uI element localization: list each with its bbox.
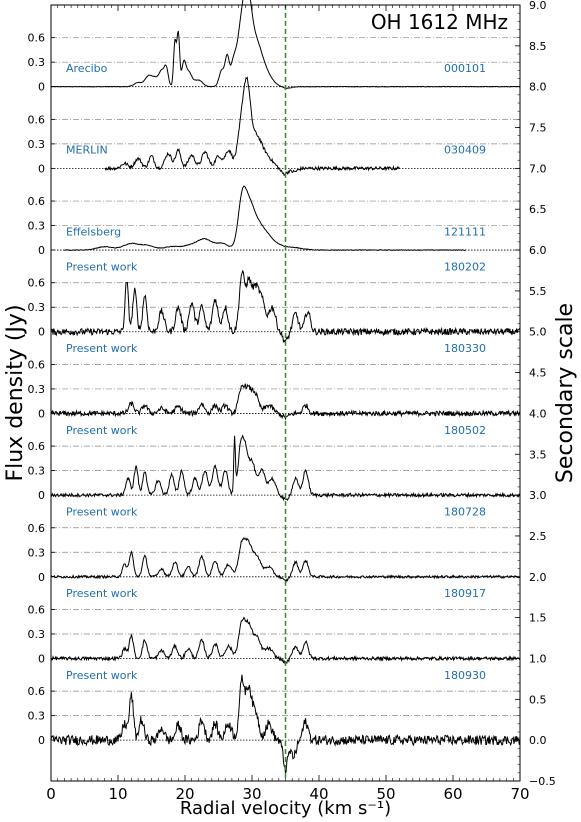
right-tick-label: 2.0: [529, 571, 547, 584]
spectrum-line-180930: [50, 674, 521, 775]
right-tick-label: 4.5: [529, 367, 547, 380]
series-date-label: 000101: [444, 62, 486, 75]
spectrum-line-180728: [50, 536, 521, 583]
left-tick-label: 0.3: [28, 220, 46, 233]
x-tick-label: 30: [242, 785, 261, 803]
series-name-label: Effelsberg: [66, 225, 121, 238]
x-tick-label: 20: [175, 785, 194, 803]
x-tick-label: 50: [376, 785, 395, 803]
series-name-label: Present work: [66, 342, 138, 355]
series-name-label: Arecibo: [66, 62, 108, 75]
series-name-label: Present work: [66, 424, 138, 437]
x-tick-label: 10: [108, 785, 127, 803]
left-tick-label: 0: [38, 489, 45, 502]
x-tick-label: 60: [443, 785, 462, 803]
left-tick-label: 0.3: [28, 628, 46, 641]
left-tick-label: 0.3: [28, 138, 46, 151]
x-axis-title: Radial velocity (km s⁻¹): [180, 798, 391, 819]
left-tick-label: 0.6: [28, 603, 46, 616]
right-tick-label: 4.0: [529, 407, 547, 420]
left-tick-label: 0.6: [28, 685, 46, 698]
spectrum-line-121111: [64, 185, 467, 251]
series-date-label: 180330: [444, 342, 486, 355]
secondary-y-axis-title: Secondary scale: [553, 303, 578, 483]
left-tick-label: 0.6: [28, 440, 46, 453]
right-tick-label: 7.0: [529, 162, 547, 175]
axis-ticks: 0 0.3 0.6 0 0.3 0.6 0 0.3 0.6 0 0.3 0.6 0 0.3 0.6 0 0.3 0…: [28, 0, 556, 803]
right-tick-label: 6.5: [529, 203, 547, 216]
series-date-label: 180930: [444, 669, 486, 682]
spectrum-line-180330: [50, 383, 521, 421]
right-tick-label: 0.0: [529, 734, 547, 747]
series-date-label: 180728: [444, 506, 486, 519]
right-tick-label: 3.0: [529, 489, 547, 502]
left-tick-label: 0.3: [28, 56, 46, 69]
right-tick-label: 8.5: [529, 40, 547, 53]
left-tick-label: 0: [38, 407, 45, 420]
x-tick-label: 0: [46, 785, 56, 803]
right-tick-label: −0.5: [529, 775, 556, 788]
series-name-label: Present work: [66, 669, 138, 682]
left-tick-label: 0: [38, 81, 45, 94]
right-tick-label: 6.0: [529, 244, 547, 257]
right-tick-label: 8.0: [529, 81, 547, 94]
left-tick-label: 0: [38, 244, 45, 257]
left-tick-label: 0.3: [28, 301, 46, 314]
series-date-label: 030409: [444, 144, 486, 157]
series-date-label: 180917: [444, 587, 486, 600]
right-tick-label: 2.5: [529, 530, 547, 543]
left-tick-label: 0: [38, 571, 45, 584]
left-tick-label: 0.6: [28, 277, 46, 290]
x-tick-label: 70: [510, 785, 529, 803]
right-tick-label: 1.0: [529, 652, 547, 665]
left-tick-label: 0.6: [28, 195, 46, 208]
series-name-label: Present work: [66, 260, 138, 273]
left-tick-label: 0.6: [28, 32, 46, 45]
right-tick-label: 7.5: [529, 122, 547, 135]
y-axis-title: Flux density (Jy): [3, 304, 28, 481]
series-date-label: 180502: [444, 424, 486, 437]
left-tick-label: 0.6: [28, 113, 46, 126]
series-group: Arecibo 000101 MERLIN 030409 Effelsberg 12111…: [50, 0, 521, 781]
chart-title: OH 1612 MHz: [371, 10, 508, 34]
left-tick-label: 0: [38, 326, 45, 339]
series-name-label: Present work: [66, 506, 138, 519]
right-tick-label: 0.5: [529, 693, 547, 706]
left-tick-label: 0: [38, 162, 45, 175]
left-tick-label: 0.3: [28, 710, 46, 723]
spectrum-line-180202: [50, 269, 521, 343]
series-name-label: MERLIN: [66, 144, 108, 157]
right-tick-label: 5.0: [529, 326, 547, 339]
left-tick-label: 0: [38, 652, 45, 665]
left-tick-label: 0.3: [28, 383, 46, 396]
right-tick-label: 5.5: [529, 285, 547, 298]
left-tick-label: 0.3: [28, 546, 46, 559]
spectrum-line-180502: [50, 434, 521, 502]
left-tick-label: 0.6: [28, 522, 46, 535]
left-tick-label: 0.3: [28, 465, 46, 478]
spectrum-line-030409: [104, 76, 400, 177]
left-tick-label: 0: [38, 734, 45, 747]
left-tick-label: 0.6: [28, 358, 46, 371]
right-tick-label: 1.5: [529, 612, 547, 625]
series-name-label: Present work: [66, 587, 138, 600]
right-tick-label: 3.5: [529, 448, 547, 461]
x-tick-label: 40: [309, 785, 328, 803]
series-date-label: 180202: [444, 260, 486, 273]
right-tick-label: 9.0: [529, 0, 547, 12]
series-date-label: 121111: [444, 225, 486, 238]
